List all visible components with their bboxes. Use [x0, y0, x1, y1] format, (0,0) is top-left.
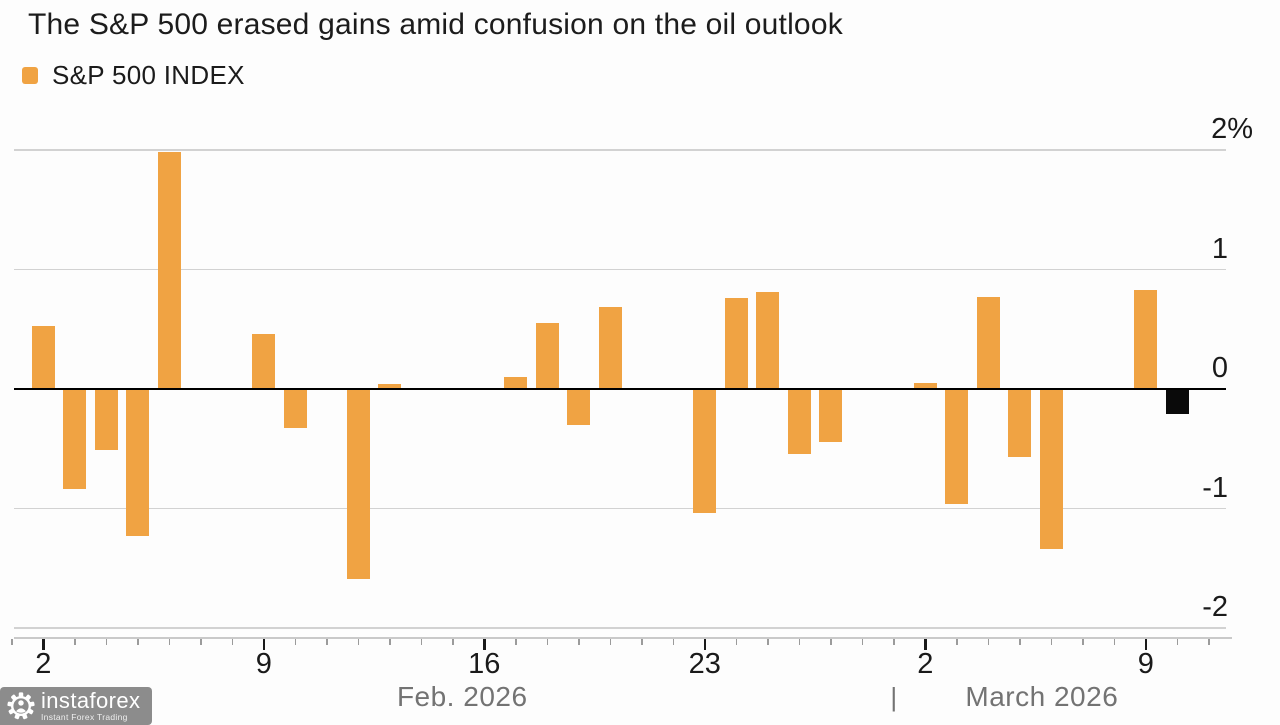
- x-axis-line: [14, 637, 1232, 639]
- x-month-label: Feb. 2026: [396, 681, 528, 712]
- bar: [504, 377, 528, 389]
- bar: [157, 152, 181, 389]
- watermark-brand: instaforex: [41, 690, 141, 713]
- bar: [63, 389, 87, 490]
- watermark-tagline: Instant Forex Trading: [41, 712, 128, 722]
- bar: [346, 389, 370, 579]
- bar: [283, 389, 307, 429]
- x-minor-tick: [357, 638, 360, 645]
- bar: [126, 389, 150, 536]
- x-minor-tick: [735, 638, 738, 645]
- bar: [1039, 389, 1063, 550]
- y-tick-label: 2%: [1211, 113, 1253, 145]
- bar: [94, 389, 118, 450]
- x-day-label: 16: [468, 648, 501, 680]
- bar: [1008, 389, 1032, 458]
- x-day-label: 9: [1137, 648, 1154, 680]
- bar: [724, 298, 748, 389]
- x-day-label: 2: [35, 648, 52, 680]
- legend-label: S&P 500 INDEX: [52, 60, 245, 90]
- x-minor-tick: [987, 638, 990, 645]
- x-minor-tick: [11, 638, 13, 645]
- instaforex-gear-icon: [7, 692, 35, 720]
- x-major-tick: [1144, 638, 1148, 650]
- bar: [31, 325, 55, 389]
- x-minor-tick: [200, 638, 202, 645]
- x-minor-tick: [546, 638, 549, 645]
- x-minor-tick: [861, 638, 864, 645]
- month-separator: |: [890, 682, 898, 712]
- bar: [976, 296, 1000, 389]
- x-minor-tick: [74, 638, 76, 645]
- x-major-tick: [42, 638, 45, 650]
- bar: [378, 384, 402, 389]
- highlight-bar: [1165, 389, 1189, 415]
- bar: [756, 292, 780, 389]
- legend-color-swatch: [22, 67, 38, 84]
- x-minor-tick: [609, 638, 612, 645]
- x-minor-tick: [452, 638, 454, 645]
- bar: [693, 389, 717, 514]
- x-minor-tick: [168, 638, 171, 645]
- bar: [945, 389, 969, 504]
- x-minor-tick: [326, 638, 328, 645]
- x-minor-tick: [1113, 638, 1116, 645]
- legend: S&P 500 INDEX: [22, 60, 245, 91]
- x-minor-tick: [389, 638, 391, 645]
- x-minor-tick: [830, 638, 832, 645]
- x-day-label: 23: [688, 648, 721, 680]
- bar: [913, 383, 937, 389]
- x-minor-tick: [420, 638, 423, 645]
- x-minor-tick: [231, 638, 234, 645]
- x-day-label: 9: [255, 648, 272, 680]
- x-minor-tick: [893, 638, 895, 645]
- bar: [252, 334, 276, 389]
- x-major-tick: [262, 638, 266, 650]
- bar: [567, 389, 591, 425]
- x-minor-tick: [1019, 638, 1021, 645]
- x-minor-tick: [672, 638, 675, 645]
- grid-line: [14, 268, 1226, 271]
- bar: [1134, 289, 1158, 389]
- bar: [535, 323, 559, 389]
- x-minor-tick: [578, 638, 580, 645]
- x-minor-tick: [1176, 638, 1179, 645]
- x-major-tick: [703, 638, 707, 650]
- x-minor-tick: [798, 638, 801, 645]
- y-tick-label: 1: [1211, 232, 1228, 265]
- x-month-label: March 2026: [965, 681, 1119, 712]
- y-tick-label: -2: [1202, 591, 1228, 623]
- grid-line: [14, 627, 1226, 629]
- x-minor-tick: [956, 638, 958, 645]
- x-major-tick: [924, 638, 927, 650]
- x-major-tick: [483, 638, 486, 650]
- grid-line: [14, 149, 1226, 151]
- page-title: The S&P 500 erased gains amid confusion …: [28, 8, 843, 41]
- x-minor-tick: [767, 638, 769, 645]
- bar: [598, 306, 622, 389]
- x-minor-tick: [294, 638, 297, 645]
- x-minor-tick: [641, 638, 643, 645]
- grid-line: [14, 507, 1226, 510]
- x-minor-tick: [1082, 638, 1084, 645]
- zero-line: [14, 387, 1226, 391]
- instaforex-watermark: instaforex Instant Forex Trading: [0, 687, 152, 725]
- x-minor-tick: [1050, 638, 1053, 645]
- x-minor-tick: [1208, 638, 1210, 645]
- x-day-label: 2: [917, 648, 934, 680]
- bar: [787, 389, 811, 454]
- x-minor-tick: [137, 638, 139, 645]
- y-tick-label: -1: [1202, 471, 1228, 504]
- x-minor-tick: [105, 638, 108, 645]
- y-tick-label: 0: [1211, 352, 1228, 384]
- x-minor-tick: [515, 638, 517, 645]
- bar: [819, 389, 843, 442]
